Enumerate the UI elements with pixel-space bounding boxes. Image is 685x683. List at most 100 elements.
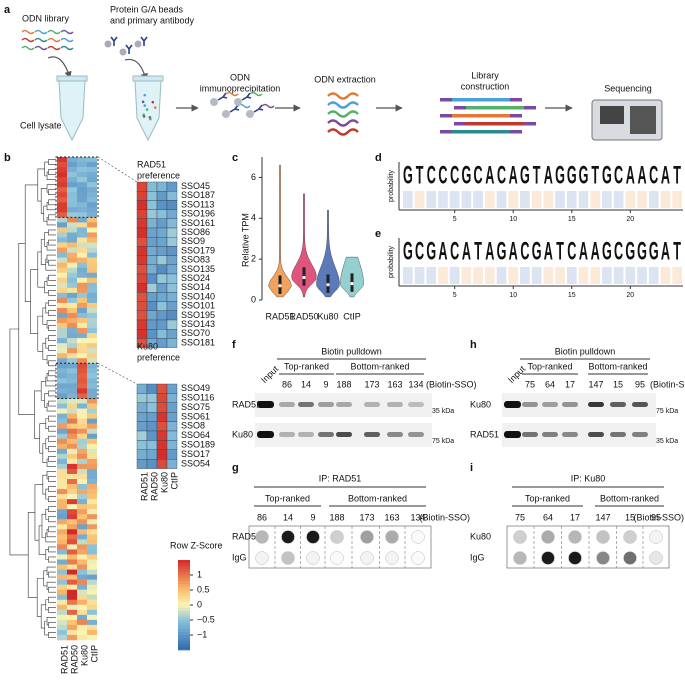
heatmap-cell (87, 383, 97, 389)
ip-title: IP: RAD51 (319, 473, 362, 483)
heatmap-cell (77, 172, 87, 178)
band (562, 432, 578, 437)
lysate-dot (143, 93, 147, 97)
band (364, 402, 380, 407)
heatmap-cell (77, 544, 87, 550)
antibody (217, 92, 228, 101)
library-read (466, 122, 524, 126)
logo-lower (590, 191, 601, 208)
heatmap-cell (77, 318, 87, 324)
heatmap-cell (87, 614, 97, 621)
panel-label: i (470, 462, 473, 474)
lane-label: 15 (613, 379, 623, 389)
group-label: Top-ranked (527, 361, 572, 371)
heatmap-cell (67, 589, 77, 596)
heatmap-cell (87, 222, 97, 228)
heatmap-cell (57, 172, 67, 178)
heatmap-cell (57, 167, 67, 173)
logo-letter: A (626, 162, 635, 190)
lane-label: 95 (651, 512, 661, 522)
colorbar-step (178, 563, 190, 567)
heatmap-cell (57, 524, 67, 530)
zoom-cell (166, 181, 178, 192)
colorbar-step (178, 611, 190, 615)
row-label: SSO187 (181, 190, 215, 200)
logo-lower (484, 191, 495, 208)
heatmap-cell (87, 363, 97, 369)
dot (306, 530, 320, 544)
heatmap-cell (77, 509, 87, 515)
sequencer-door (630, 106, 656, 134)
heatmap-cell (57, 634, 67, 641)
heatmap-cell (87, 197, 97, 203)
colorbar-step (178, 608, 190, 612)
logo-letter: G (403, 162, 413, 190)
heatmap-cell (67, 529, 77, 535)
logo-letter: T (474, 238, 482, 266)
heatmap-cell (87, 348, 97, 354)
zoom-cell (146, 227, 158, 238)
logo-letter: G (649, 238, 659, 266)
heatmap-cell (87, 539, 97, 545)
heatmap-cell (87, 403, 97, 409)
step-label: ODN extraction (314, 74, 376, 84)
heatmap-cell (67, 594, 77, 601)
heatmap-cell (67, 312, 77, 319)
heatmap-cell (57, 629, 67, 636)
zoom-cell (136, 319, 148, 330)
band (387, 432, 403, 437)
heatmap-cell (87, 408, 97, 414)
colorbar-tick-label: 0 (197, 599, 202, 609)
heatmap-cell (57, 418, 67, 424)
heatmap-cell (87, 589, 97, 596)
logo-letter: C (497, 162, 506, 190)
zoom-cell (166, 236, 178, 247)
colorbar-step (178, 605, 190, 609)
colorbar-step (178, 590, 190, 594)
library-read (524, 106, 536, 110)
axis-title: probability (388, 246, 395, 278)
heatmap-cell (67, 423, 77, 429)
heatmap-cell (77, 584, 87, 590)
heatmap-cell (67, 619, 77, 626)
heatmap-cell (77, 358, 87, 364)
heatmap-cell (77, 182, 87, 188)
heatmap-cell (57, 539, 67, 545)
arrow (47, 56, 72, 79)
band (632, 432, 648, 437)
heatmap-cell (87, 423, 97, 429)
colorbar-step (178, 644, 190, 648)
logo-letter: G (532, 238, 542, 266)
heatmap-cell (77, 574, 87, 580)
heatmap-cell (57, 463, 67, 470)
zoom-title: preference (137, 170, 180, 180)
heatmap-cell (57, 479, 67, 485)
heatmap-cell (87, 599, 97, 606)
lane-label: 17 (565, 379, 575, 389)
heatmap-cell (77, 287, 87, 294)
heatmap-cell (87, 212, 97, 218)
heatmap-cell (87, 428, 97, 435)
heatmap-cell (57, 343, 67, 349)
row-label: SSO64 (181, 430, 210, 440)
heatmap-cell (87, 177, 97, 183)
connector (97, 156, 138, 183)
logo-lower (543, 191, 554, 208)
zoom-cell (166, 246, 178, 256)
zoom-cell (156, 236, 168, 247)
heatmap-cell (67, 579, 77, 585)
heatmap-cell (57, 529, 67, 535)
heatmap-cell (67, 458, 77, 465)
heatmap-cell (57, 162, 67, 168)
lane-label: 86 (257, 512, 267, 522)
x-tick-label: Ku80 (317, 311, 338, 321)
heatmap-cell (77, 433, 87, 440)
x-tick-label: 5 (453, 292, 457, 299)
lane-label: 75 (515, 512, 525, 522)
heatmap-cell (67, 272, 77, 279)
zoom-cell (136, 421, 148, 432)
zoom-cell (146, 200, 158, 210)
zoom-cell (156, 246, 168, 256)
heatmap-cell (87, 358, 97, 364)
lane-label: 9 (310, 512, 315, 522)
